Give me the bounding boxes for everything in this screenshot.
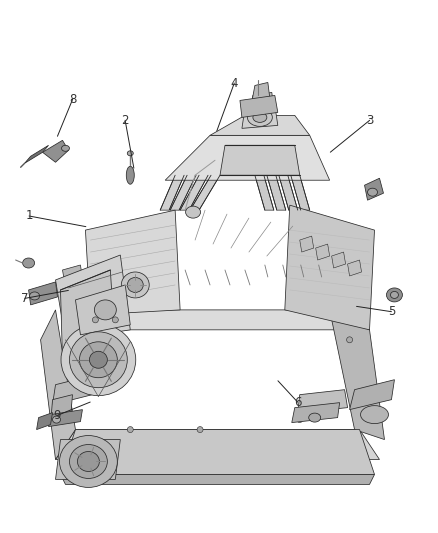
Polygon shape — [210, 116, 310, 135]
Polygon shape — [250, 92, 274, 114]
Polygon shape — [28, 282, 57, 305]
Ellipse shape — [61, 324, 136, 395]
Polygon shape — [332, 252, 346, 268]
Polygon shape — [330, 310, 385, 440]
Ellipse shape — [95, 300, 117, 320]
Polygon shape — [56, 255, 130, 340]
Polygon shape — [252, 83, 270, 101]
Ellipse shape — [30, 292, 39, 300]
Polygon shape — [285, 205, 374, 330]
Ellipse shape — [247, 108, 272, 126]
Polygon shape — [240, 95, 278, 117]
Ellipse shape — [70, 332, 127, 387]
Polygon shape — [364, 178, 384, 200]
Polygon shape — [255, 175, 274, 210]
Ellipse shape — [367, 188, 378, 196]
Text: 8: 8 — [69, 93, 76, 106]
Ellipse shape — [309, 413, 321, 422]
Ellipse shape — [92, 317, 99, 323]
Polygon shape — [75, 285, 130, 335]
Polygon shape — [56, 430, 379, 459]
Polygon shape — [75, 310, 370, 330]
Polygon shape — [298, 390, 348, 413]
Ellipse shape — [386, 288, 403, 302]
Ellipse shape — [253, 112, 267, 123]
Polygon shape — [60, 474, 374, 484]
Polygon shape — [291, 175, 310, 210]
Ellipse shape — [53, 416, 60, 423]
Polygon shape — [190, 175, 220, 210]
Ellipse shape — [197, 426, 203, 433]
Ellipse shape — [121, 272, 149, 298]
Text: 6: 6 — [294, 395, 301, 409]
Ellipse shape — [60, 435, 117, 487]
Ellipse shape — [360, 406, 389, 424]
Ellipse shape — [186, 206, 201, 218]
Polygon shape — [292, 402, 339, 423]
Polygon shape — [37, 413, 53, 430]
Text: 3: 3 — [366, 114, 373, 127]
Ellipse shape — [126, 166, 134, 184]
Polygon shape — [56, 440, 120, 480]
Polygon shape — [42, 140, 68, 162]
Polygon shape — [41, 310, 75, 459]
Ellipse shape — [61, 146, 70, 151]
Text: 7: 7 — [21, 292, 28, 305]
Ellipse shape — [112, 317, 118, 323]
Polygon shape — [316, 244, 330, 260]
Polygon shape — [180, 175, 208, 210]
Text: 2: 2 — [121, 114, 129, 127]
Polygon shape — [49, 410, 82, 426]
Polygon shape — [50, 394, 72, 425]
Ellipse shape — [89, 351, 107, 368]
Polygon shape — [170, 175, 196, 210]
Polygon shape — [220, 146, 300, 175]
Ellipse shape — [127, 426, 133, 433]
Polygon shape — [60, 270, 115, 360]
Polygon shape — [63, 307, 82, 324]
Text: 1: 1 — [25, 209, 33, 222]
Ellipse shape — [390, 292, 399, 298]
Polygon shape — [160, 175, 184, 210]
Ellipse shape — [78, 451, 99, 472]
Text: 9: 9 — [54, 409, 61, 422]
Polygon shape — [267, 175, 286, 210]
Text: 5: 5 — [388, 305, 395, 318]
Polygon shape — [165, 135, 330, 180]
Polygon shape — [242, 106, 278, 128]
Polygon shape — [279, 175, 298, 210]
Ellipse shape — [23, 258, 35, 268]
Ellipse shape — [79, 342, 117, 378]
Ellipse shape — [346, 337, 353, 343]
Polygon shape — [85, 210, 180, 315]
Polygon shape — [63, 279, 82, 296]
Ellipse shape — [127, 278, 143, 293]
Ellipse shape — [70, 445, 107, 479]
Polygon shape — [63, 265, 82, 282]
Ellipse shape — [297, 417, 303, 423]
Polygon shape — [60, 430, 374, 474]
Polygon shape — [348, 260, 361, 276]
Polygon shape — [350, 379, 395, 410]
Text: 4: 4 — [230, 77, 238, 90]
Polygon shape — [53, 375, 95, 405]
Polygon shape — [300, 236, 314, 252]
Ellipse shape — [127, 151, 133, 156]
Polygon shape — [25, 146, 49, 163]
Polygon shape — [63, 293, 82, 310]
